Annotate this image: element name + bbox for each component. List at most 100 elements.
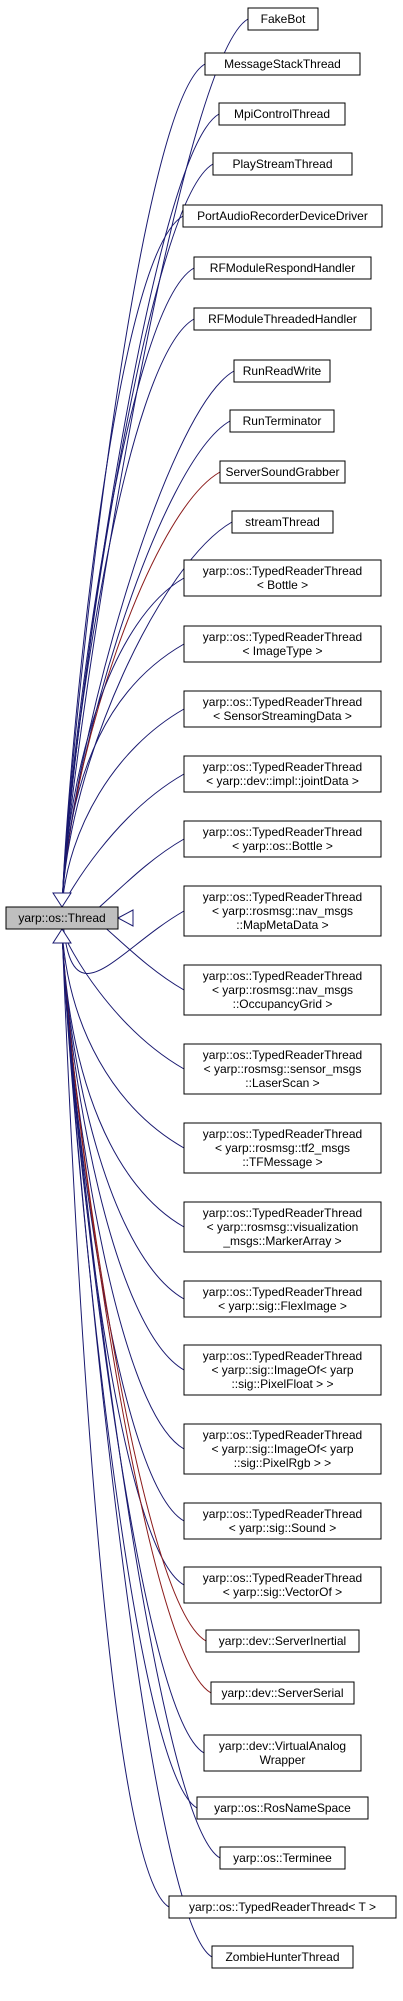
edge-trt-bottle — [61, 577, 185, 908]
class-node-label-line: < yarp::rosmsg::tf2_msgs — [215, 1141, 350, 1155]
class-node-trt-mapmetadata[interactable]: yarp::os::TypedReaderThread< yarp::rosms… — [183, 885, 382, 937]
class-node-trt-sound[interactable]: yarp::os::TypedReaderThread< yarp::sig::… — [183, 1502, 382, 1540]
class-node-label-line: yarp::os::TypedReaderThread — [203, 564, 362, 578]
edge-portaudiorecorderdevicedriver — [61, 215, 184, 908]
class-node-box — [196, 1796, 369, 1820]
class-node-fakebot[interactable]: FakeBot — [247, 7, 319, 31]
class-node-label-line: RFModuleThreadedHandler — [208, 312, 357, 326]
class-node-box — [168, 1895, 397, 1919]
class-node-playstreamthread[interactable]: PlayStreamThread — [212, 152, 353, 176]
class-node-box — [183, 1201, 382, 1253]
class-node-label-line: < yarp::rosmsg::nav_msgs — [212, 904, 353, 918]
class-node-box — [183, 1502, 382, 1540]
edge-trt-sensorstreamingdata — [61, 708, 185, 908]
class-node-label-line: yarp::dev::ServerInertial — [219, 1634, 346, 1648]
class-node-box — [183, 755, 382, 793]
class-node-label-line: yarp::os::TypedReaderThread — [203, 1349, 362, 1363]
class-node-box — [182, 204, 383, 228]
class-node-label-line: < SensorStreamingData > — [213, 709, 352, 723]
class-node-label-line: RunTerminator — [243, 414, 322, 428]
class-node-box — [210, 1681, 355, 1705]
class-node-label-line: < yarp::rosmsg::sensor_msgs — [204, 1062, 362, 1076]
class-node-label-line: streamThread — [245, 515, 320, 529]
class-node-trt-pixelrgb[interactable]: yarp::os::TypedReaderThread< yarp::sig::… — [183, 1423, 382, 1475]
edge-zombiehunterthread — [61, 928, 213, 1958]
class-node-box — [211, 1945, 354, 1969]
class-node-label-line: yarp::dev::VirtualAnalog — [219, 1739, 346, 1753]
class-node-mpicontrolthread[interactable]: MpiControlThread — [218, 102, 346, 126]
class-node-rfmodulethreadedhandler[interactable]: RFModuleThreadedHandler — [193, 307, 372, 331]
class-node-trt-markerarray[interactable]: yarp::os::TypedReaderThread< yarp::rosms… — [183, 1201, 382, 1253]
class-node-box — [183, 625, 382, 663]
class-node-box — [218, 102, 346, 126]
class-node-label-line: ::LaserScan > — [245, 1076, 319, 1090]
edge-streamthread — [61, 521, 233, 908]
edge-trt-t — [61, 928, 170, 1908]
class-node-label-line: yarp::os::TypedReaderThread — [203, 1428, 362, 1442]
class-node-label-line: RFModuleRespondHandler — [210, 261, 355, 275]
class-node-trt-tfmessage[interactable]: yarp::os::TypedReaderThread< yarp::rosms… — [183, 1122, 382, 1174]
class-node-box — [183, 559, 382, 597]
edge-playstreamthread — [61, 163, 214, 908]
class-node-messagestackthread[interactable]: MessageStackThread — [204, 52, 361, 76]
class-node-label-line: yarp::os::TypedReaderThread — [203, 630, 362, 644]
class-node-label-line: yarp::os::TypedReaderThread — [203, 1507, 362, 1521]
class-node-trt-occupancygrid[interactable]: yarp::os::TypedReaderThread< yarp::rosms… — [183, 964, 382, 1016]
class-node-label-line: ::TFMessage > — [242, 1155, 322, 1169]
edge-trt-vectorof — [61, 928, 185, 1586]
class-node-trt-imagetype[interactable]: yarp::os::TypedReaderThread< ImageType > — [183, 625, 382, 663]
class-node-box — [205, 1629, 360, 1653]
class-node-rfmodulerespondhandler[interactable]: RFModuleRespondHandler — [193, 256, 372, 280]
class-node-box — [183, 1043, 382, 1095]
class-node-label-line: < Bottle > — [257, 578, 308, 592]
class-node-label-line: yarp::os::TypedReaderThread — [203, 1571, 362, 1585]
class-node-label-line: ZombieHunterThread — [225, 1950, 339, 1964]
class-node-streamthread[interactable]: streamThread — [231, 510, 334, 534]
class-node-serversoundgrabber[interactable]: ServerSoundGrabber — [219, 460, 346, 484]
class-node-trt-t[interactable]: yarp::os::TypedReaderThread< T > — [168, 1895, 397, 1919]
class-node-trt-bottle[interactable]: yarp::os::TypedReaderThread< Bottle > — [183, 559, 382, 597]
edge-layer — [52, 18, 249, 1958]
class-node-label-line: < yarp::os::Bottle > — [232, 839, 333, 853]
class-node-label-line: yarp::os::TypedReaderThread — [203, 1285, 362, 1299]
class-node-label-line: yarp::os::TypedReaderThread — [203, 825, 362, 839]
class-node-trt-fleximage[interactable]: yarp::os::TypedReaderThread< yarp::sig::… — [183, 1280, 382, 1318]
class-node-box — [183, 1122, 382, 1174]
class-node-box — [183, 820, 382, 858]
class-node-serverinertial[interactable]: yarp::dev::ServerInertial — [205, 1629, 360, 1653]
class-node-trt-sensorstreamingdata[interactable]: yarp::os::TypedReaderThread< SensorStrea… — [183, 690, 382, 728]
class-node-label-line: < yarp::rosmsg::nav_msgs — [212, 983, 353, 997]
class-node-label-line: RunReadWrite — [243, 364, 322, 378]
class-node-trt-jointdata[interactable]: yarp::os::TypedReaderThread< yarp::dev::… — [183, 755, 382, 793]
class-node-runterminator[interactable]: RunTerminator — [229, 409, 335, 433]
class-node-label-line: yarp::os::Terminee — [233, 1851, 332, 1865]
class-node-box — [233, 359, 331, 383]
class-node-trt-pixelfloat[interactable]: yarp::os::TypedReaderThread< yarp::sig::… — [183, 1344, 382, 1396]
class-node-label-line: < yarp::dev::impl::jointData > — [206, 774, 359, 788]
class-node-runreadwrite[interactable]: RunReadWrite — [233, 359, 331, 383]
class-node-rosnamespace[interactable]: yarp::os::RosNameSpace — [196, 1796, 369, 1820]
class-node-portaudiorecorderdevicedriver[interactable]: PortAudioRecorderDeviceDriver — [182, 204, 383, 228]
class-node-trt-os-bottle[interactable]: yarp::os::TypedReaderThread< yarp::os::B… — [183, 820, 382, 858]
class-node-label-line: ::OccupancyGrid > — [233, 997, 333, 1011]
class-node-box — [212, 152, 353, 176]
class-node-serverserial[interactable]: yarp::dev::ServerSerial — [210, 1681, 355, 1705]
class-node-label-line: yarp::os::RosNameSpace — [214, 1801, 351, 1815]
class-node-label-line: MpiControlThread — [234, 107, 330, 121]
class-node-terminee[interactable]: yarp::os::Terminee — [219, 1846, 346, 1870]
root-node-box — [5, 906, 119, 930]
class-node-label-line: PortAudioRecorderDeviceDriver — [197, 209, 368, 223]
root-node[interactable]: yarp::os::Thread — [5, 906, 119, 930]
class-node-zombiehunterthread[interactable]: ZombieHunterThread — [211, 1945, 354, 1969]
edge-trt-tfmessage — [61, 928, 185, 1149]
class-node-label-line: yarp::os::TypedReaderThread — [203, 890, 362, 904]
class-node-label-line: ::MapMetaData > — [236, 918, 328, 932]
class-node-trt-vectorof[interactable]: yarp::os::TypedReaderThread< yarp::sig::… — [183, 1566, 382, 1604]
class-node-label-line: yarp::dev::ServerSerial — [221, 1686, 343, 1700]
class-node-label-line: Wrapper — [260, 1753, 306, 1767]
class-node-label-line: _msgs::MarkerArray > — [222, 1234, 341, 1248]
class-node-box — [183, 1344, 382, 1396]
class-node-label-line: yarp::os::TypedReaderThread — [203, 1206, 362, 1220]
class-node-trt-laserscan[interactable]: yarp::os::TypedReaderThread< yarp::rosms… — [183, 1043, 382, 1095]
